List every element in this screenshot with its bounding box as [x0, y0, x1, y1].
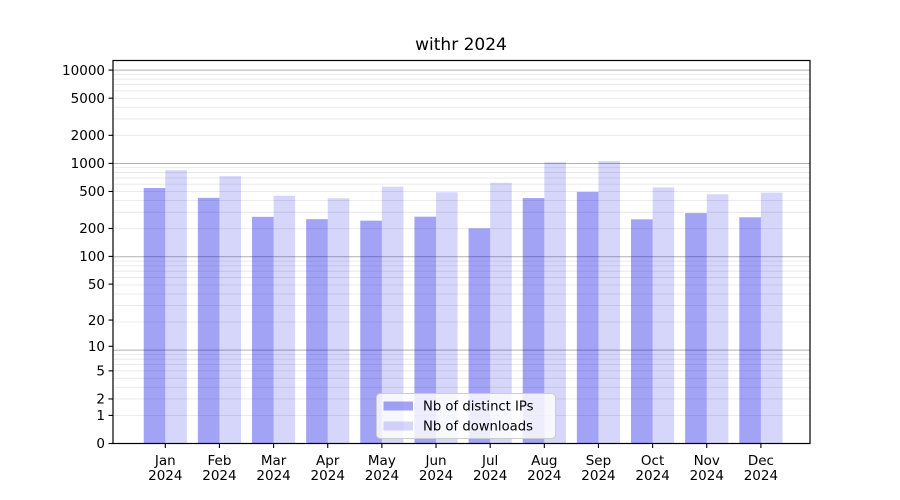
bar-sep-ips [576, 191, 599, 444]
y-tick-label: 0 [96, 436, 105, 452]
x-tick-label-year: 2024 [311, 468, 345, 484]
y-tick-label: 10000 [62, 63, 105, 79]
y-tick-label: 20 [88, 313, 105, 329]
y-tick-label: 100 [79, 249, 105, 265]
bar-aug-downloads [544, 162, 566, 444]
x-tick-label-year: 2024 [744, 468, 778, 484]
chart-title: withr 2024 [415, 35, 507, 55]
bar-dec-downloads [760, 192, 783, 444]
y-tick-label: 2 [96, 392, 105, 408]
plot-border [112, 59, 811, 445]
x-tick-label-month: Jun [424, 453, 446, 469]
bar-jul-downloads [490, 182, 512, 444]
x-tick-label-month: Dec [748, 453, 774, 469]
x-tick-label-month: May [368, 453, 396, 469]
legend: Nb of distinct IPs Nb of downloads [376, 393, 556, 439]
bars [143, 161, 783, 444]
y-tick-label: 5 [96, 364, 105, 380]
axes: 012510205010020050010002000500010000Jan2… [62, 59, 811, 484]
x-tick-label-year: 2024 [365, 468, 399, 484]
bar-nov-ips [685, 213, 707, 444]
x-tick-label-month: Sep [586, 453, 611, 469]
x-tick-label-year: 2024 [635, 468, 669, 484]
legend-label: Nb of distinct IPs [423, 400, 534, 415]
bar-jun-ips [414, 216, 437, 444]
x-tick-label-month: Apr [316, 453, 340, 469]
x-tick-label-month: Aug [531, 453, 557, 469]
x-tick-label-month: Jul [481, 453, 498, 469]
bar-jun-downloads [436, 192, 458, 444]
bar-jul-ips [468, 228, 491, 444]
x-tick-label-year: 2024 [473, 468, 507, 484]
bar-oct-downloads [652, 187, 675, 444]
bar-jan-ips [143, 187, 166, 444]
gridlines [113, 69, 810, 416]
x-tick-label-month: Mar [261, 453, 287, 469]
bar-feb-ips [197, 197, 220, 444]
legend-swatch-ips [383, 401, 413, 411]
x-tick-label-month: Oct [641, 453, 664, 469]
bar-may-ips [360, 220, 382, 444]
x-tick-label-year: 2024 [148, 468, 182, 484]
bar-jan-downloads [165, 170, 187, 444]
x-tick-label-year: 2024 [202, 468, 236, 484]
y-tick-label: 50 [88, 277, 105, 293]
bar-oct-ips [631, 219, 653, 444]
y-tick-label: 10 [88, 339, 105, 355]
y-tick-label: 1000 [71, 156, 105, 172]
x-tick-label-year: 2024 [581, 468, 615, 484]
y-tick-label: 1 [96, 408, 105, 424]
bar-may-downloads [381, 186, 404, 444]
x-tick-label-month: Feb [207, 453, 231, 469]
legend-label: Nb of downloads [423, 420, 533, 435]
x-tick-label-year: 2024 [527, 468, 561, 484]
y-tick-label: 2000 [71, 128, 105, 144]
bar-dec-ips [739, 217, 761, 444]
x-tick-label-month: Jan [154, 453, 176, 469]
y-tick-label: 200 [79, 221, 105, 237]
x-tick-label-year: 2024 [690, 468, 724, 484]
bar-sep-downloads [598, 161, 621, 444]
bar-aug-ips [522, 198, 545, 444]
bar-mar-downloads [273, 195, 296, 444]
bar-nov-downloads [706, 194, 729, 444]
x-tick-label-year: 2024 [256, 468, 290, 484]
y-tick-label: 5000 [71, 91, 105, 107]
bar-feb-downloads [219, 176, 242, 444]
bar-apr-ips [306, 219, 328, 444]
bar-mar-ips [251, 216, 274, 444]
x-tick-label-year: 2024 [419, 468, 453, 484]
x-tick-label-month: Nov [694, 453, 720, 469]
legend-frame [376, 393, 556, 439]
bar-apr-downloads [327, 198, 350, 444]
y-tick-label: 500 [79, 184, 105, 200]
legend-swatch-downloads [383, 421, 413, 431]
